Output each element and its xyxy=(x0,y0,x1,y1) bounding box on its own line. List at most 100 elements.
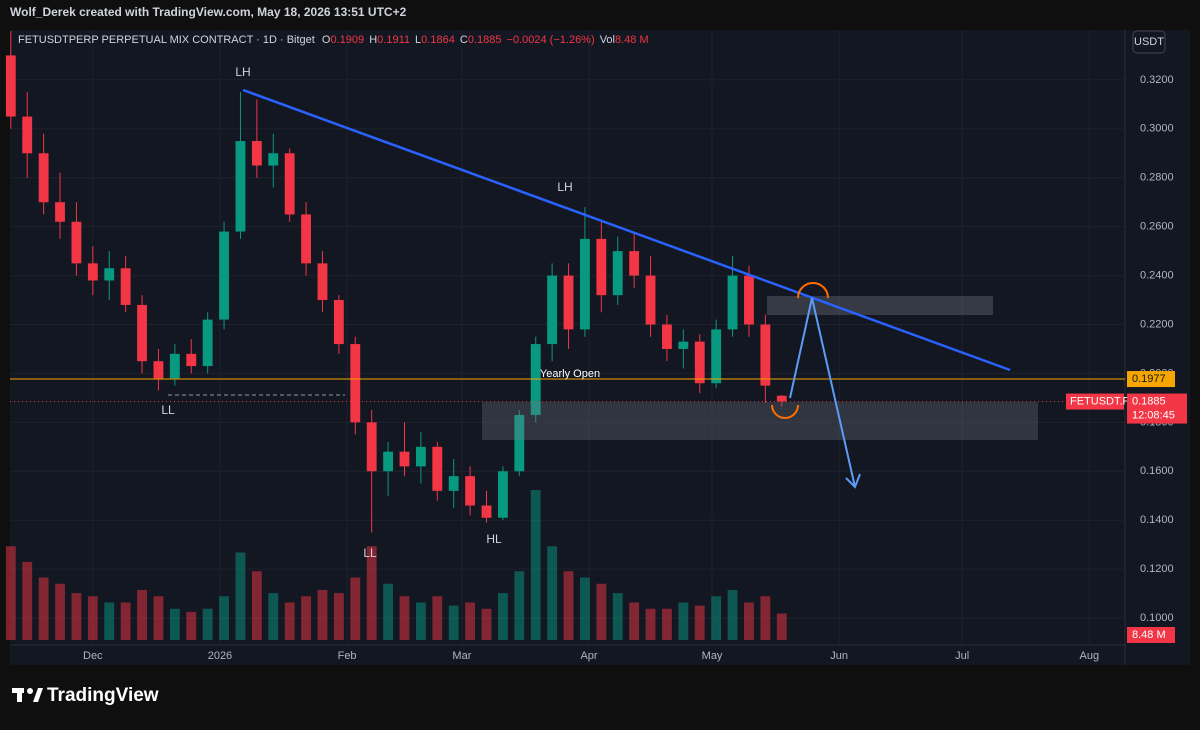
x-tick-label: Aug xyxy=(1080,650,1100,662)
candle-body xyxy=(137,304,147,362)
volume-bar xyxy=(694,605,705,640)
y-tick-label: 0.1200 xyxy=(1140,563,1174,575)
volume-bar xyxy=(301,596,311,640)
candle-body xyxy=(186,353,197,367)
candle-body xyxy=(415,446,426,467)
candle-body xyxy=(776,395,787,402)
volume-bar xyxy=(580,577,590,640)
vol-label: Vol xyxy=(600,34,615,46)
volume-bar xyxy=(497,593,508,640)
volume-bar xyxy=(219,596,229,640)
candle-body xyxy=(5,55,16,117)
countdown: 12:08:45 xyxy=(1132,409,1175,421)
x-tick-label: Jul xyxy=(955,650,969,662)
change: −0.0024 (−1.26%) xyxy=(507,34,595,46)
close: 0.1885 xyxy=(468,34,502,46)
annotation: LL xyxy=(161,403,175,417)
support-zone xyxy=(482,402,1038,440)
attribution: Wolf_Derek created with TradingView.com,… xyxy=(10,5,407,19)
currency[interactable]: USDT xyxy=(1134,36,1164,48)
volume-bar xyxy=(186,611,197,640)
volume-bar xyxy=(678,602,689,640)
x-tick-label: Jun xyxy=(830,650,848,662)
candle-body xyxy=(662,324,672,349)
volume-bar xyxy=(662,608,672,640)
candle-body xyxy=(38,153,49,203)
volume-tag xyxy=(1127,627,1175,643)
candle-body xyxy=(432,446,443,491)
h-label: H xyxy=(369,34,377,46)
candle-body xyxy=(481,505,492,518)
annotation: LH xyxy=(557,180,572,194)
x-tick-label: Feb xyxy=(338,650,357,662)
candle-body xyxy=(399,451,410,467)
y-tick-label: 0.2600 xyxy=(1140,221,1174,233)
volume-bar xyxy=(629,602,640,640)
candle-body xyxy=(202,319,213,367)
o-label: O xyxy=(322,34,331,46)
candle-body xyxy=(55,202,65,222)
legend: FETUSDTPERP PERPETUAL MIX CONTRACT · 1D … xyxy=(18,34,649,46)
candle-body xyxy=(547,275,558,345)
volume-bar xyxy=(137,590,147,640)
y-tick-label: 0.2800 xyxy=(1140,172,1174,184)
volume-bar xyxy=(760,596,771,640)
volume-bar xyxy=(251,571,262,640)
volume-bar xyxy=(776,613,787,640)
volume-bar xyxy=(530,490,541,640)
volume-bar xyxy=(481,608,492,640)
trendline xyxy=(242,88,1011,372)
projection-arrow xyxy=(789,297,856,488)
high: 0.1911 xyxy=(377,34,410,46)
annotation: HL xyxy=(486,532,502,546)
volume-bar xyxy=(596,583,607,640)
candle-body xyxy=(596,238,607,296)
vol: 8.48 M xyxy=(615,34,649,46)
y-tick-label: 0.2400 xyxy=(1140,269,1174,281)
arrow-head xyxy=(845,473,861,489)
volume-bar xyxy=(5,546,16,640)
candle-body xyxy=(317,263,328,301)
volume-bar xyxy=(38,577,49,640)
low: 0.1864 xyxy=(421,34,455,46)
annotation: LL xyxy=(363,546,377,560)
y-tick-label: 0.2200 xyxy=(1140,318,1174,330)
candle-body xyxy=(760,324,771,386)
volume-bar xyxy=(153,596,164,640)
volume-bar xyxy=(55,583,65,640)
currency-button[interactable] xyxy=(1132,30,1166,54)
volume-bar xyxy=(268,593,279,640)
symbol: FETUSDTPERP PERPETUAL MIX CONTRACT · 1D … xyxy=(18,34,315,46)
volume-bar xyxy=(366,546,377,640)
volume-bar xyxy=(87,596,98,640)
y-tick-label: 0.1000 xyxy=(1140,612,1174,624)
volume-bar xyxy=(514,571,525,640)
chart-pane xyxy=(10,30,1190,665)
candle-body xyxy=(350,344,361,423)
candle-body xyxy=(383,451,394,472)
candle-body xyxy=(645,275,656,325)
volume-bar xyxy=(448,605,459,640)
brand-logo xyxy=(12,688,43,702)
candle-body xyxy=(71,221,82,264)
plot: 0.32000.30000.28000.26000.24000.22000.20… xyxy=(5,30,1187,662)
candle-body xyxy=(448,476,459,491)
candle-body xyxy=(580,238,590,330)
candle-body xyxy=(497,471,508,518)
resistance-zone xyxy=(767,296,993,315)
candle-body xyxy=(87,263,98,281)
candle-body xyxy=(612,251,623,296)
y-tick-label: 0.1400 xyxy=(1140,514,1174,526)
candle-body xyxy=(169,353,180,379)
volume-bar xyxy=(744,602,754,640)
symbol-tag xyxy=(1066,393,1124,410)
candle-body xyxy=(366,422,377,472)
open: 0.1909 xyxy=(330,34,364,46)
candle-body xyxy=(251,141,262,166)
candle-body xyxy=(301,214,311,264)
y-tick-label: 0.1600 xyxy=(1140,465,1174,477)
x-tick-label: Dec xyxy=(83,650,103,662)
volume-bar xyxy=(415,602,426,640)
